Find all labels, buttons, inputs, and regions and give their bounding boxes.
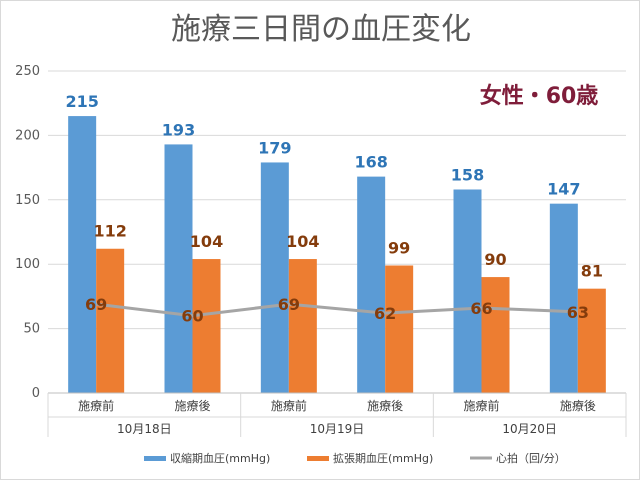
y-tick-label: 200: [15, 128, 40, 143]
legend-swatch: [144, 456, 166, 461]
x-tick-label: 施療後: [174, 399, 210, 413]
bar-diastolic: [577, 288, 606, 393]
data-labels-layer: 215 112 193 104 179 104 168 99 158 90 147 81 69 60 69 6…: [65, 92, 603, 326]
bar-diastolic: [385, 265, 414, 393]
legend-swatch: [307, 456, 329, 461]
x-group-label: 10月18日: [117, 422, 172, 436]
legend-label: 拡張期血圧(mmHg): [333, 451, 433, 465]
y-tick-label: 150: [15, 193, 40, 208]
data-label-diastolic: 81: [581, 262, 603, 281]
data-label-diastolic: 99: [388, 238, 410, 257]
y-tick-label: 0: [32, 386, 40, 401]
data-label-systolic: 193: [162, 120, 195, 139]
data-label-pulse: 60: [181, 307, 203, 326]
y-tick-label: 50: [23, 322, 40, 337]
bar-systolic: [453, 189, 482, 393]
x-tick-label: 施療前: [463, 398, 499, 413]
chart-annotation: 女性・60歳: [480, 83, 599, 109]
data-label-diastolic: 104: [190, 232, 223, 251]
x-tick-label: 施療後: [367, 399, 403, 413]
bar-diastolic: [481, 277, 510, 393]
data-label-systolic: 179: [258, 138, 291, 157]
x-tick-label: 施療後: [560, 399, 596, 413]
chart-title: 施療三日間の血圧変化: [171, 12, 471, 47]
bar-systolic: [357, 176, 386, 393]
pulse-line-layer: [95, 302, 578, 318]
bars-layer: [68, 116, 606, 393]
data-label-pulse: 69: [278, 295, 300, 314]
data-label-pulse: 69: [85, 295, 107, 314]
bar-systolic: [260, 162, 289, 393]
bar-systolic: [68, 116, 97, 393]
y-tick-label: 250: [15, 64, 40, 79]
data-label-pulse: 66: [470, 299, 492, 318]
bar-systolic: [164, 144, 193, 393]
x-group-label: 10月20日: [502, 422, 557, 436]
bar-diastolic: [288, 259, 317, 393]
data-label-systolic: 158: [451, 165, 484, 184]
data-label-diastolic: 112: [93, 222, 126, 241]
x-tick-label: 施療前: [78, 398, 114, 413]
bar-systolic: [549, 203, 578, 393]
data-label-systolic: 168: [354, 153, 387, 172]
data-label-systolic: 147: [547, 180, 580, 199]
bar-diastolic: [192, 259, 221, 393]
x-group-label: 10月19日: [310, 422, 365, 436]
data-label-pulse: 62: [374, 304, 396, 323]
legend: 収縮期血圧(mmHg) 拡張期血圧(mmHg) 心拍（回/分）: [144, 451, 566, 465]
data-label-systolic: 215: [65, 92, 98, 111]
legend-label: 心拍（回/分）: [496, 451, 566, 465]
data-label-pulse: 63: [567, 303, 589, 322]
bar-diastolic: [96, 248, 125, 393]
grid-layer: [48, 70, 626, 394]
data-label-diastolic: 90: [484, 250, 506, 269]
y-tick-label: 100: [15, 257, 40, 272]
pulse-line: [95, 302, 578, 318]
data-label-diastolic: 104: [286, 232, 319, 251]
legend-label: 収縮期血圧(mmHg): [170, 451, 270, 465]
x-tick-label: 施療前: [271, 398, 307, 413]
